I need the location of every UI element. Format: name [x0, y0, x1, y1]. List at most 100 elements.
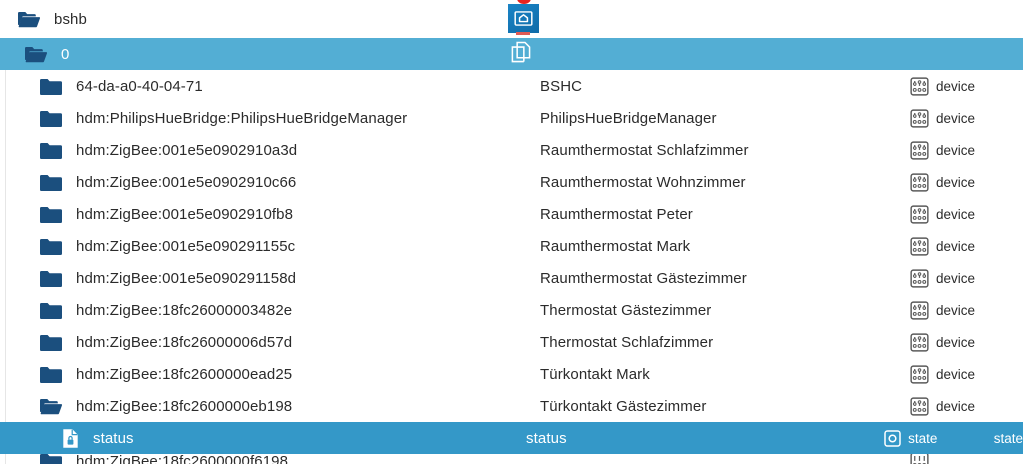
device-title-label: Raumthermostat Peter [540, 205, 693, 223]
device-name-label: hdm:ZigBee:001e5e090291158d [76, 269, 297, 287]
bosch-smart-home-icon[interactable] [508, 4, 539, 33]
device-title-label: PhilipsHueBridgeManager [540, 109, 717, 127]
folder-open-icon [40, 398, 62, 415]
tree-row-device-5[interactable]: hdm:ZigBee:001e5e090291155c Raumthermost… [0, 230, 1023, 262]
device-name-cell[interactable]: hdm:ZigBee:001e5e090291155c [0, 230, 520, 262]
root-type-cell [910, 0, 1023, 38]
folder-icon [40, 302, 62, 319]
device-type-cell: device [910, 294, 1023, 326]
folder-icon [40, 366, 62, 383]
instance-label: 0 [61, 45, 70, 63]
root-label: bshb [54, 10, 87, 28]
tree-row-device-0[interactable]: 64-da-a0-40-04-71 BSHC device [0, 70, 1023, 102]
device-panel-icon [910, 236, 929, 256]
tree-row-device-2[interactable]: hdm:ZigBee:001e5e0902910a3d Raumthermost… [0, 134, 1023, 166]
device-name-cell[interactable]: hdm:ZigBee:18fc26000003482e [0, 294, 520, 326]
tree-row-instance-0[interactable]: 0 [0, 38, 1023, 70]
copy-pages-icon[interactable] [510, 41, 532, 65]
device-name-label: hdm:ZigBee:18fc2600000eb198 [76, 397, 293, 415]
folder-icon [40, 110, 62, 127]
tree-row-device-1[interactable]: hdm:PhilipsHueBridge:PhilipsHueBridgeMan… [0, 102, 1023, 134]
tree-row-device-8[interactable]: hdm:ZigBee:18fc26000006d57d Thermostat S… [0, 326, 1023, 358]
device-type-cell: device [910, 198, 1023, 230]
folder-open-icon [18, 11, 40, 28]
instance-title-cell [520, 38, 910, 70]
device-title-label: Thermostat Schlafzimmer [540, 333, 714, 351]
device-row-list: 64-da-a0-40-04-71 BSHC device [0, 70, 1023, 464]
state-role-label: state [993, 430, 1023, 446]
device-name-cell[interactable]: hdm:ZigBee:001e5e0902910c66 [0, 166, 520, 198]
partial-name-label: hdm:ZigBee:18fc2600000f6198 [76, 454, 289, 464]
column-divider [5, 262, 6, 294]
column-divider [5, 294, 6, 326]
device-type-label: device [936, 334, 976, 350]
partial-title-cell [520, 454, 910, 464]
folder-icon [40, 78, 62, 95]
device-panel-icon [910, 108, 929, 128]
folder-icon [40, 206, 62, 223]
device-type-label: device [936, 398, 976, 414]
device-name-cell[interactable]: hdm:ZigBee:18fc2600000eb198 [0, 390, 520, 422]
device-name-cell[interactable]: hdm:PhilipsHueBridge:PhilipsHueBridgeMan… [0, 102, 520, 134]
folder-icon [40, 238, 62, 255]
device-panel-icon [910, 364, 929, 384]
device-name-label: hdm:PhilipsHueBridge:PhilipsHueBridgeMan… [76, 109, 408, 127]
device-type-label: device [936, 110, 976, 126]
device-panel-icon [910, 454, 929, 464]
folder-icon [40, 334, 62, 351]
column-divider [5, 166, 6, 198]
instance-name-cell[interactable]: 0 [0, 38, 520, 70]
device-title-label: Thermostat Gästezimmer [540, 301, 712, 319]
device-panel-icon [910, 396, 929, 416]
device-title-label: BSHC [540, 77, 583, 95]
device-panel-icon [910, 76, 929, 96]
tree-row-device-10[interactable]: hdm:ZigBee:18fc2600000eb198 Türkontakt G… [0, 390, 1023, 422]
device-title-cell: Raumthermostat Wohnzimmer [520, 166, 910, 198]
tree-row-state-status[interactable]: status status state state [0, 422, 1023, 454]
device-type-cell: device [910, 262, 1023, 294]
state-name-cell[interactable]: status [0, 422, 506, 454]
device-type-label: device [936, 366, 976, 382]
device-type-label: device [936, 270, 976, 286]
app-icon-underline [516, 32, 530, 35]
device-panel-icon [910, 268, 929, 288]
device-name-label: hdm:ZigBee:18fc26000003482e [76, 301, 293, 319]
partial-name-cell[interactable]: hdm:ZigBee:18fc2600000f6198 [0, 454, 520, 464]
device-panel-icon [910, 140, 929, 160]
tree-row-partial[interactable]: hdm:ZigBee:18fc2600000f6198 [0, 454, 1023, 464]
folder-icon [40, 270, 62, 287]
device-type-label: device [936, 142, 976, 158]
notification-badge-icon [517, 0, 531, 4]
device-type-label: device [936, 206, 976, 222]
device-name-cell[interactable]: hdm:ZigBee:18fc2600000ead25 [0, 358, 520, 390]
device-title-cell: Raumthermostat Schlafzimmer [520, 134, 910, 166]
tree-row-device-4[interactable]: hdm:ZigBee:001e5e0902910fb8 Raumthermost… [0, 198, 1023, 230]
column-divider [5, 358, 6, 390]
device-type-cell: device [910, 134, 1023, 166]
tree-row-device-7[interactable]: hdm:ZigBee:18fc26000003482e Thermostat G… [0, 294, 1023, 326]
tree-row-device-9[interactable]: hdm:ZigBee:18fc2600000ead25 Türkontakt M… [0, 358, 1023, 390]
device-title-cell: Türkontakt Gästezimmer [520, 390, 910, 422]
root-name-cell[interactable]: bshb [0, 0, 520, 38]
state-title-cell: status [506, 422, 884, 454]
device-name-label: hdm:ZigBee:001e5e0902910a3d [76, 141, 298, 159]
app-icon-container[interactable] [508, 0, 539, 35]
device-type-label: device [936, 238, 976, 254]
folder-icon [40, 454, 62, 464]
instance-type-cell [910, 38, 1023, 70]
tree-row-device-6[interactable]: hdm:ZigBee:001e5e090291158d Raumthermost… [0, 262, 1023, 294]
device-type-cell: device [910, 70, 1023, 102]
device-name-cell[interactable]: 64-da-a0-40-04-71 [0, 70, 520, 102]
device-name-label: hdm:ZigBee:18fc2600000ead25 [76, 365, 293, 383]
device-type-label: device [936, 302, 976, 318]
device-type-cell: device [910, 230, 1023, 262]
device-name-cell[interactable]: hdm:ZigBee:001e5e090291158d [0, 262, 520, 294]
tree-row-device-3[interactable]: hdm:ZigBee:001e5e0902910c66 Raumthermost… [0, 166, 1023, 198]
device-title-label: Raumthermostat Wohnzimmer [540, 173, 746, 191]
device-title-cell: Thermostat Gästezimmer [520, 294, 910, 326]
device-name-cell[interactable]: hdm:ZigBee:001e5e0902910fb8 [0, 198, 520, 230]
device-name-label: 64-da-a0-40-04-71 [76, 77, 203, 95]
device-title-cell: PhilipsHueBridgeManager [520, 102, 910, 134]
device-name-cell[interactable]: hdm:ZigBee:001e5e0902910a3d [0, 134, 520, 166]
device-name-cell[interactable]: hdm:ZigBee:18fc26000006d57d [0, 326, 520, 358]
